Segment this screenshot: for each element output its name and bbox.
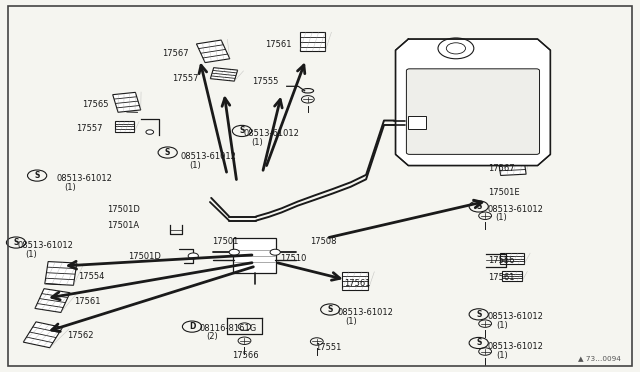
Text: 17508: 17508 (310, 237, 336, 246)
Text: (1): (1) (497, 321, 508, 330)
Text: 08513-61012: 08513-61012 (243, 129, 299, 138)
Text: 17561: 17561 (266, 40, 292, 49)
Bar (408, 116, 426, 129)
Text: S: S (35, 171, 40, 180)
FancyBboxPatch shape (45, 262, 77, 285)
Text: S: S (476, 339, 481, 347)
FancyBboxPatch shape (406, 69, 540, 154)
Text: 17567: 17567 (162, 49, 189, 58)
Text: (1): (1) (497, 351, 508, 360)
Circle shape (188, 253, 198, 259)
Text: S: S (328, 305, 333, 314)
Text: D: D (189, 322, 195, 331)
FancyBboxPatch shape (498, 155, 526, 176)
FancyBboxPatch shape (233, 238, 276, 273)
FancyBboxPatch shape (500, 253, 524, 264)
Text: 17501D: 17501D (107, 205, 140, 214)
FancyBboxPatch shape (115, 121, 134, 132)
Text: 17561: 17561 (488, 273, 514, 282)
Text: 08513-61012: 08513-61012 (338, 308, 394, 317)
Text: 17565: 17565 (83, 100, 109, 109)
Text: 17510: 17510 (280, 254, 307, 263)
Text: 17554: 17554 (78, 272, 104, 280)
Text: 08513-61012: 08513-61012 (488, 312, 543, 321)
Text: 08116-8161G: 08116-8161G (200, 324, 257, 333)
Text: S: S (476, 310, 481, 319)
FancyBboxPatch shape (300, 32, 325, 51)
Text: 17556: 17556 (488, 256, 514, 265)
Text: (2): (2) (206, 332, 218, 341)
Text: ▲ 73…0094: ▲ 73…0094 (578, 355, 621, 361)
Circle shape (146, 130, 154, 134)
Text: 17501D: 17501D (129, 252, 161, 261)
Text: (1): (1) (26, 250, 37, 259)
Text: (1): (1) (189, 161, 200, 170)
Text: (1): (1) (346, 317, 357, 326)
Text: 17557: 17557 (172, 74, 198, 83)
Text: 17561: 17561 (74, 297, 100, 306)
Text: 08513-61012: 08513-61012 (180, 153, 236, 161)
Text: S: S (165, 148, 170, 157)
Text: 08513-61012: 08513-61012 (488, 205, 543, 214)
Text: 17557: 17557 (76, 124, 102, 133)
Text: 17501E: 17501E (488, 188, 519, 197)
FancyBboxPatch shape (113, 92, 141, 112)
Polygon shape (396, 39, 550, 166)
Text: 17561: 17561 (344, 279, 371, 288)
FancyBboxPatch shape (23, 322, 63, 348)
Text: 17562: 17562 (67, 331, 93, 340)
Text: 17501: 17501 (212, 237, 239, 246)
Text: 17567: 17567 (488, 164, 515, 173)
Text: 17501A: 17501A (108, 221, 140, 230)
FancyBboxPatch shape (342, 272, 368, 290)
Text: 17551: 17551 (315, 343, 341, 352)
Text: 17566: 17566 (232, 351, 259, 360)
Circle shape (229, 249, 239, 255)
Text: (1): (1) (252, 138, 263, 147)
Text: S: S (476, 202, 481, 211)
Text: (1): (1) (64, 183, 76, 192)
Circle shape (270, 249, 280, 255)
FancyBboxPatch shape (35, 289, 70, 312)
Text: 17555: 17555 (252, 77, 278, 86)
Text: S: S (13, 238, 19, 247)
FancyBboxPatch shape (502, 272, 522, 280)
Text: 08513-61012: 08513-61012 (18, 241, 74, 250)
FancyBboxPatch shape (211, 68, 237, 81)
FancyBboxPatch shape (196, 40, 230, 62)
Text: 08513-61012: 08513-61012 (488, 342, 543, 351)
Text: (1): (1) (495, 213, 507, 222)
Text: S: S (239, 126, 244, 135)
Text: 08513-61012: 08513-61012 (56, 174, 112, 183)
